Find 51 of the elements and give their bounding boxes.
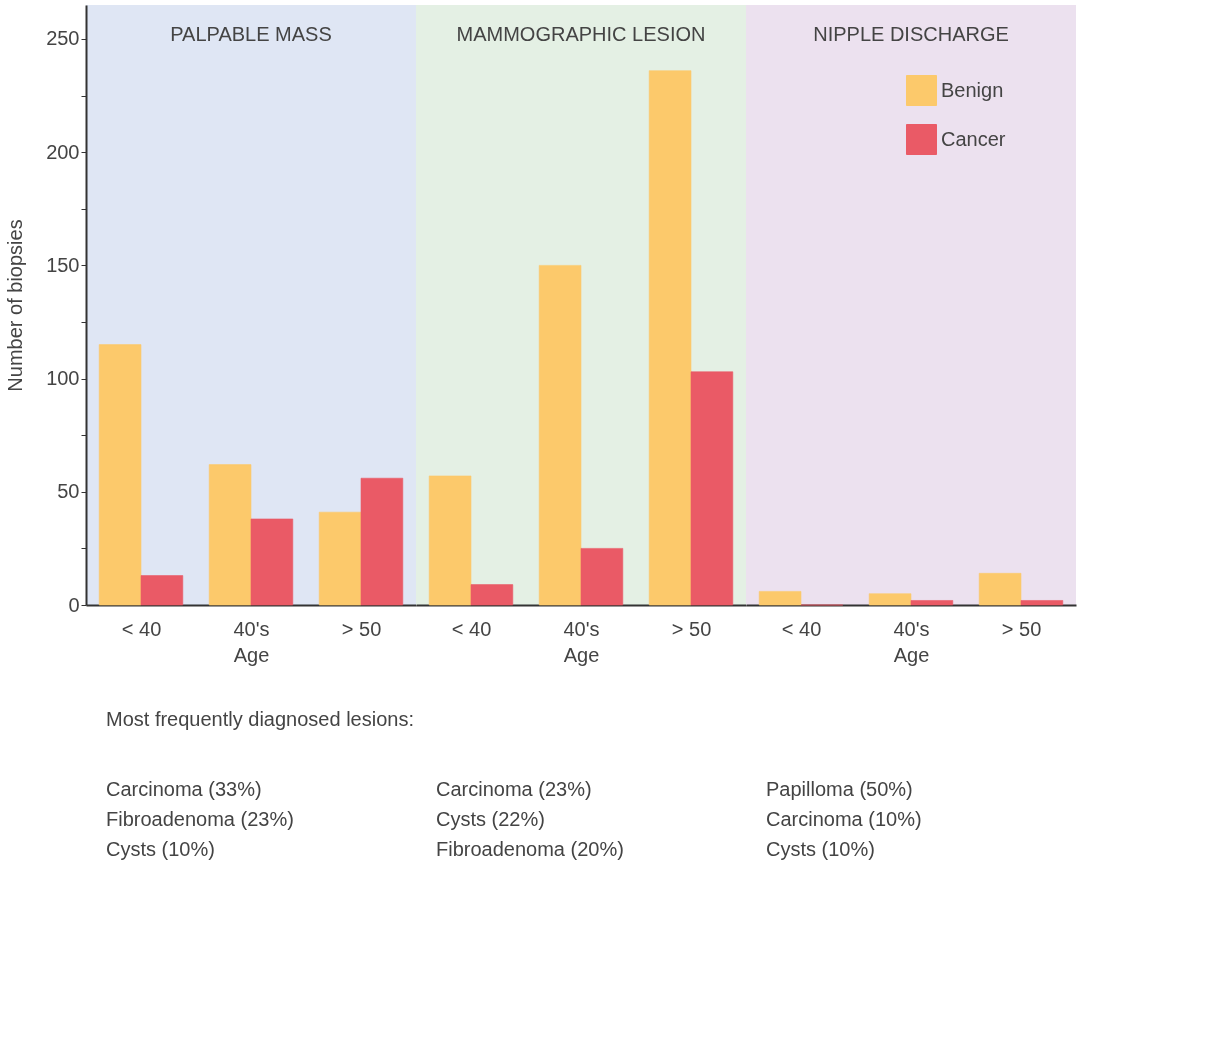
bar (580, 548, 624, 606)
x-tick-label: 40's (233, 617, 270, 640)
bar (758, 591, 802, 606)
bar (98, 344, 142, 606)
text: NIPPLE DISCHARGE (813, 23, 1009, 45)
y-tick-label: 0 (68, 593, 80, 616)
bar (868, 593, 912, 606)
x-tick-label: 40's (563, 617, 600, 640)
x-tick-label: > 50 (341, 617, 382, 640)
bar (648, 70, 692, 606)
bar (910, 600, 954, 606)
x-tick-label: < 40 (781, 617, 822, 640)
text: Carcinoma (10%) (766, 808, 922, 830)
text: Most frequently diagnosed lesions: (106, 708, 414, 730)
bar (428, 475, 472, 606)
y-tick-label: 100 (46, 367, 80, 390)
bar (208, 464, 252, 606)
y-tick-label: 200 (46, 140, 80, 163)
legend-label: Cancer (941, 127, 1006, 150)
bar (470, 584, 514, 606)
bar (250, 518, 294, 606)
text: Carcinoma (33%) (106, 778, 262, 800)
text: Fibroadenoma (23%) (106, 808, 294, 830)
text: Papilloma (50%) (766, 778, 913, 800)
x-tick-label: > 50 (1001, 617, 1042, 640)
text: Cysts (10%) (106, 838, 215, 860)
text: PALPABLE MASS (170, 23, 332, 45)
legend-label: Benign (941, 78, 1004, 101)
text: MAMMOGRAPHIC LESION (456, 23, 706, 45)
x-tick-label: < 40 (121, 617, 162, 640)
x-axis-title: Age (233, 643, 270, 666)
bar (140, 575, 184, 606)
x-tick-label: > 50 (671, 617, 712, 640)
bar (1020, 600, 1064, 606)
x-tick-label: 40's (893, 617, 930, 640)
bar (538, 265, 582, 606)
bar (690, 371, 734, 606)
y-tick-label: 50 (57, 480, 80, 503)
x-axis-title: Age (893, 643, 930, 666)
y-axis-title: Number of biopsies (4, 219, 27, 392)
bar (318, 511, 362, 606)
text: Carcinoma (23%) (436, 778, 592, 800)
text: Fibroadenoma (20%) (436, 838, 624, 860)
bar (978, 573, 1022, 606)
text: Cysts (22%) (436, 808, 545, 830)
y-tick-label: 150 (46, 253, 80, 276)
x-tick-label: < 40 (451, 617, 492, 640)
y-tick-label: 250 (46, 27, 80, 50)
text: Cysts (10%) (766, 838, 875, 860)
bar (360, 477, 404, 606)
x-axis-title: Age (563, 643, 600, 666)
